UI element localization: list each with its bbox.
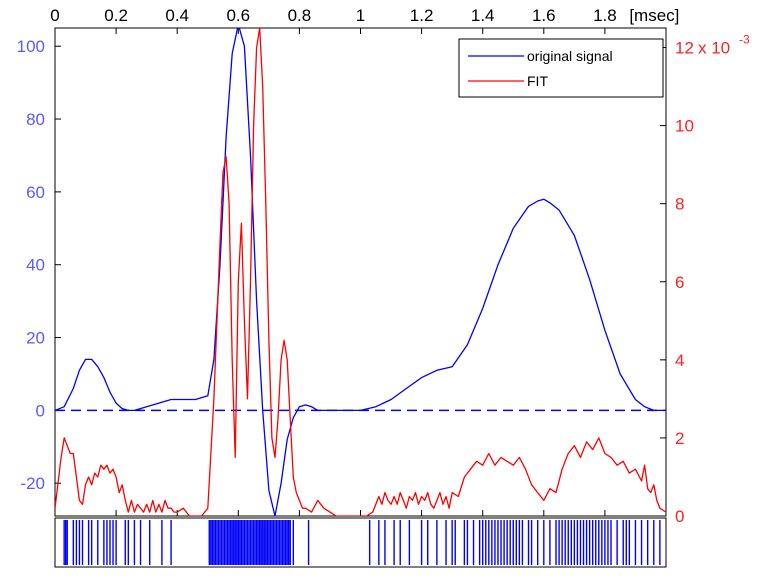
left-tick-label: -20 bbox=[20, 474, 45, 493]
right-axis-multiplier: x 10 bbox=[698, 39, 730, 58]
plot-frame bbox=[54, 27, 667, 517]
x-tick-label: 0.8 bbox=[288, 6, 312, 25]
legend-box bbox=[458, 38, 664, 98]
left-tick-label: 40 bbox=[26, 256, 45, 275]
left-tick-label: 100 bbox=[17, 37, 45, 56]
x-tick-label: 1.2 bbox=[410, 6, 434, 25]
legend-label-original-signal: original signal bbox=[527, 48, 613, 64]
x-tick-label: 1.4 bbox=[471, 6, 495, 25]
series-line-fit bbox=[55, 28, 666, 516]
x-axis-unit-label: [msec] bbox=[629, 6, 679, 25]
left-tick-label: 0 bbox=[36, 401, 45, 420]
x-tick-label: 1.8 bbox=[593, 6, 617, 25]
left-tick-label: 80 bbox=[26, 110, 45, 129]
right-y-axis: 0 2 4 6 8 10 12 bbox=[660, 39, 694, 526]
right-tick-label: 6 bbox=[675, 273, 684, 292]
x-tick-label: 1.6 bbox=[532, 6, 556, 25]
right-tick-label: 2 bbox=[675, 429, 684, 448]
right-axis-multiplier-exponent: -3 bbox=[739, 33, 750, 47]
event-raster bbox=[54, 517, 667, 568]
right-tick-label: 0 bbox=[675, 507, 684, 526]
x-tick-label: 1 bbox=[356, 6, 365, 25]
raster-frame bbox=[54, 517, 667, 568]
left-tick-label: 60 bbox=[26, 183, 45, 202]
x-tick-label: 0.4 bbox=[165, 6, 189, 25]
plot-area bbox=[54, 27, 667, 517]
legend-label-fit: FIT bbox=[527, 73, 548, 89]
left-y-axis: -20 0 20 40 60 80 100 bbox=[17, 37, 61, 493]
right-tick-label: 10 bbox=[675, 117, 694, 136]
right-tick-label: 12 bbox=[675, 39, 694, 58]
x-tick-label: 0.2 bbox=[104, 6, 128, 25]
left-tick-label: 20 bbox=[26, 329, 45, 348]
x-tick-label: 0 bbox=[50, 6, 59, 25]
x-axis-top: 0 0.2 0.4 0.6 0.8 1 1.2 1.4 1.6 1.8 bbox=[50, 6, 617, 516]
x-tick-label: 0.6 bbox=[226, 6, 250, 25]
legend: original signal FIT bbox=[458, 38, 664, 98]
right-tick-label: 4 bbox=[675, 351, 684, 370]
series-line-original-signal bbox=[55, 28, 666, 516]
right-tick-label: 8 bbox=[675, 195, 684, 214]
